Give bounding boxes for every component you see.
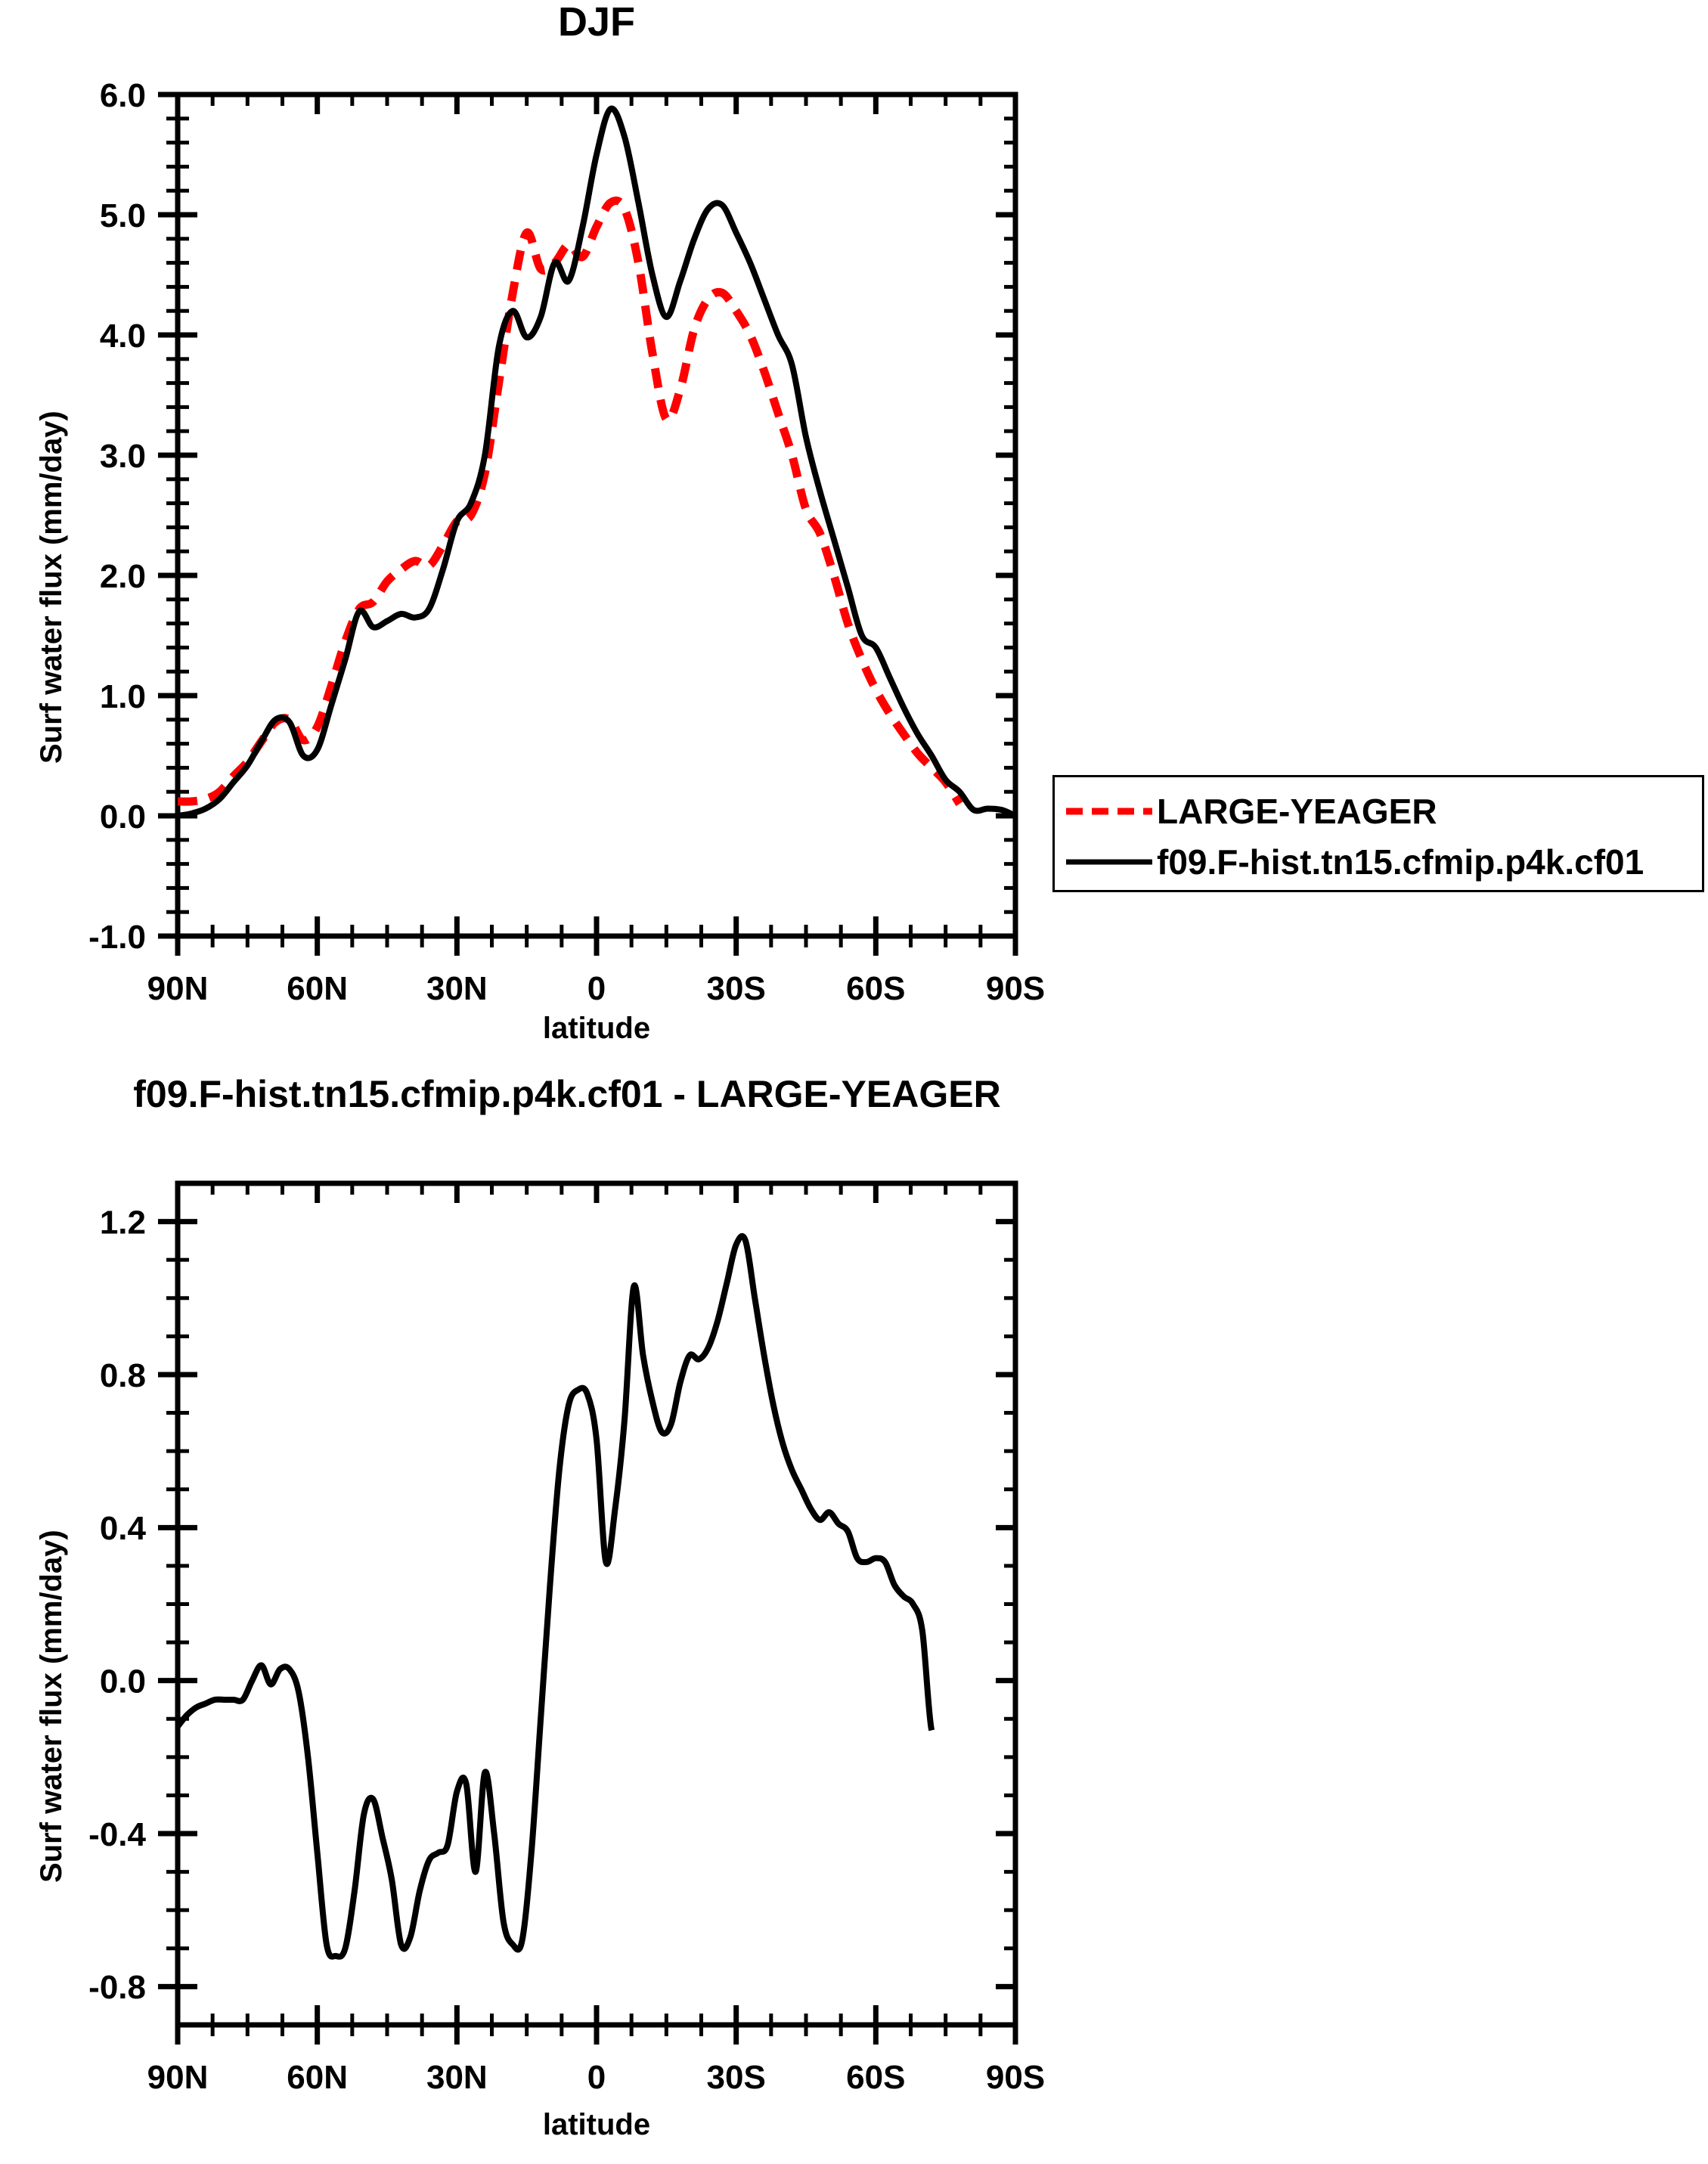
x-tick-label: 60S: [846, 970, 905, 1007]
x-tick-label: 30S: [707, 970, 766, 1007]
y-tick-label: 2.0: [100, 558, 146, 595]
x-tick-label: 60N: [287, 970, 348, 1007]
panel-top: DJF Surf water flux (mm/day) latitude 90…: [0, 0, 1134, 1074]
x-tick-label: 0: [587, 2059, 606, 2096]
legend-entry-0[interactable]: LARGE-YEAGER: [1065, 789, 1437, 834]
legend-swatch-dashed-icon: [1066, 808, 1152, 815]
x-tick-label: 60S: [846, 2059, 905, 2096]
y-tick-label: 5.0: [100, 197, 146, 234]
y-tick-label: 0.4: [100, 1510, 147, 1547]
x-tick-label: 30N: [426, 970, 488, 1007]
x-tick-label: 90N: [147, 970, 209, 1007]
x-tick-label: 30N: [426, 2059, 488, 2096]
legend-entry-1[interactable]: f09.F-hist.tn15.cfmip.p4k.cf01: [1065, 839, 1644, 885]
legend-swatch-solid-icon: [1066, 859, 1152, 865]
y-tick-label: 1.2: [100, 1204, 146, 1241]
y-tick-label: 0.0: [100, 1663, 146, 1701]
y-tick-label: 0.0: [100, 798, 146, 836]
x-tick-label: 60N: [287, 2059, 348, 2096]
bottom-panel-plot: 90N 60N 30N 0 30S 60S 90S -0.8 -0.4 0.0 0.4 0.8 1.2: [88, 1180, 1045, 2096]
legend-box: [1052, 775, 1704, 892]
legend-label-0: LARGE-YEAGER: [1157, 792, 1437, 831]
top-panel-title: DJF: [557, 0, 635, 45]
top-panel-xlabel: latitude: [542, 1012, 651, 1045]
bottom-panel-xlabel: latitude: [542, 2108, 651, 2141]
y-tick-label: -1.0: [88, 919, 146, 956]
x-tick-label: 90N: [147, 2059, 209, 2096]
x-tick-label: 0: [587, 970, 606, 1007]
series-line-0: [177, 196, 963, 807]
y-tick-label: 0.8: [100, 1357, 146, 1394]
y-tick-label: -0.4: [88, 1816, 146, 1853]
legend-label-1: f09.F-hist.tn15.cfmip.p4k.cf01: [1157, 842, 1644, 882]
x-tick-label: 30S: [707, 2059, 766, 2096]
y-tick-label: 4.0: [100, 318, 146, 355]
x-tick-label: 90S: [986, 970, 1045, 1007]
panel-bottom: f09.F-hist.tn15.cfmip.p4k.cf01 - LARGE-Y…: [0, 1059, 1134, 2164]
y-tick-label: 3.0: [100, 438, 146, 475]
y-tick-label: -0.8: [88, 1969, 146, 2006]
y-tick-label: 6.0: [100, 77, 146, 114]
y-tick-label: 1.0: [100, 678, 146, 715]
bottom-panel-title: f09.F-hist.tn15.cfmip.p4k.cf01 - LARGE-Y…: [133, 1073, 1001, 1115]
series-line-0: [175, 1232, 935, 1960]
x-tick-label: 90S: [986, 2059, 1045, 2096]
top-panel-plot: 90N 60N 30N 0 30S 60S 90S -1.0 0.0 1.0 2.0 3.0 4.0 5.…: [88, 77, 1045, 1007]
series-line-1: [177, 105, 1017, 819]
